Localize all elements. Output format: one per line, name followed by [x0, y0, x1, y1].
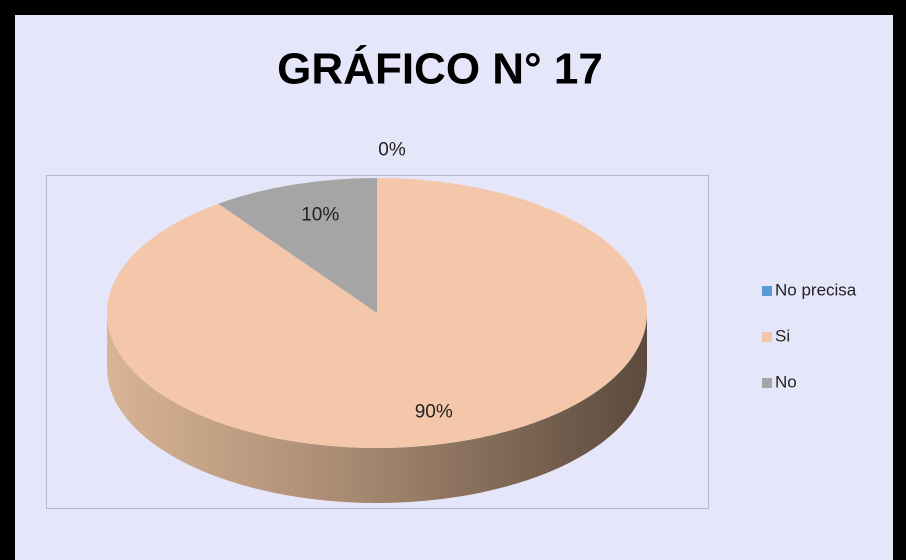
- legend-label: No precisa: [775, 280, 857, 299]
- chart-title: GRÁFICO N° 17: [277, 44, 603, 94]
- pie-side: [107, 313, 647, 503]
- legend-swatch: [762, 378, 772, 388]
- data-label: 0%: [378, 139, 406, 160]
- data-label: 10%: [301, 205, 339, 226]
- legend-label: No: [775, 372, 797, 391]
- legend-label: Si: [775, 326, 790, 345]
- data-label: 90%: [415, 401, 453, 422]
- plot-area: [46, 175, 709, 509]
- pie-slice: [218, 178, 377, 313]
- legend-swatch: [762, 332, 772, 342]
- legend-swatch: [762, 286, 772, 296]
